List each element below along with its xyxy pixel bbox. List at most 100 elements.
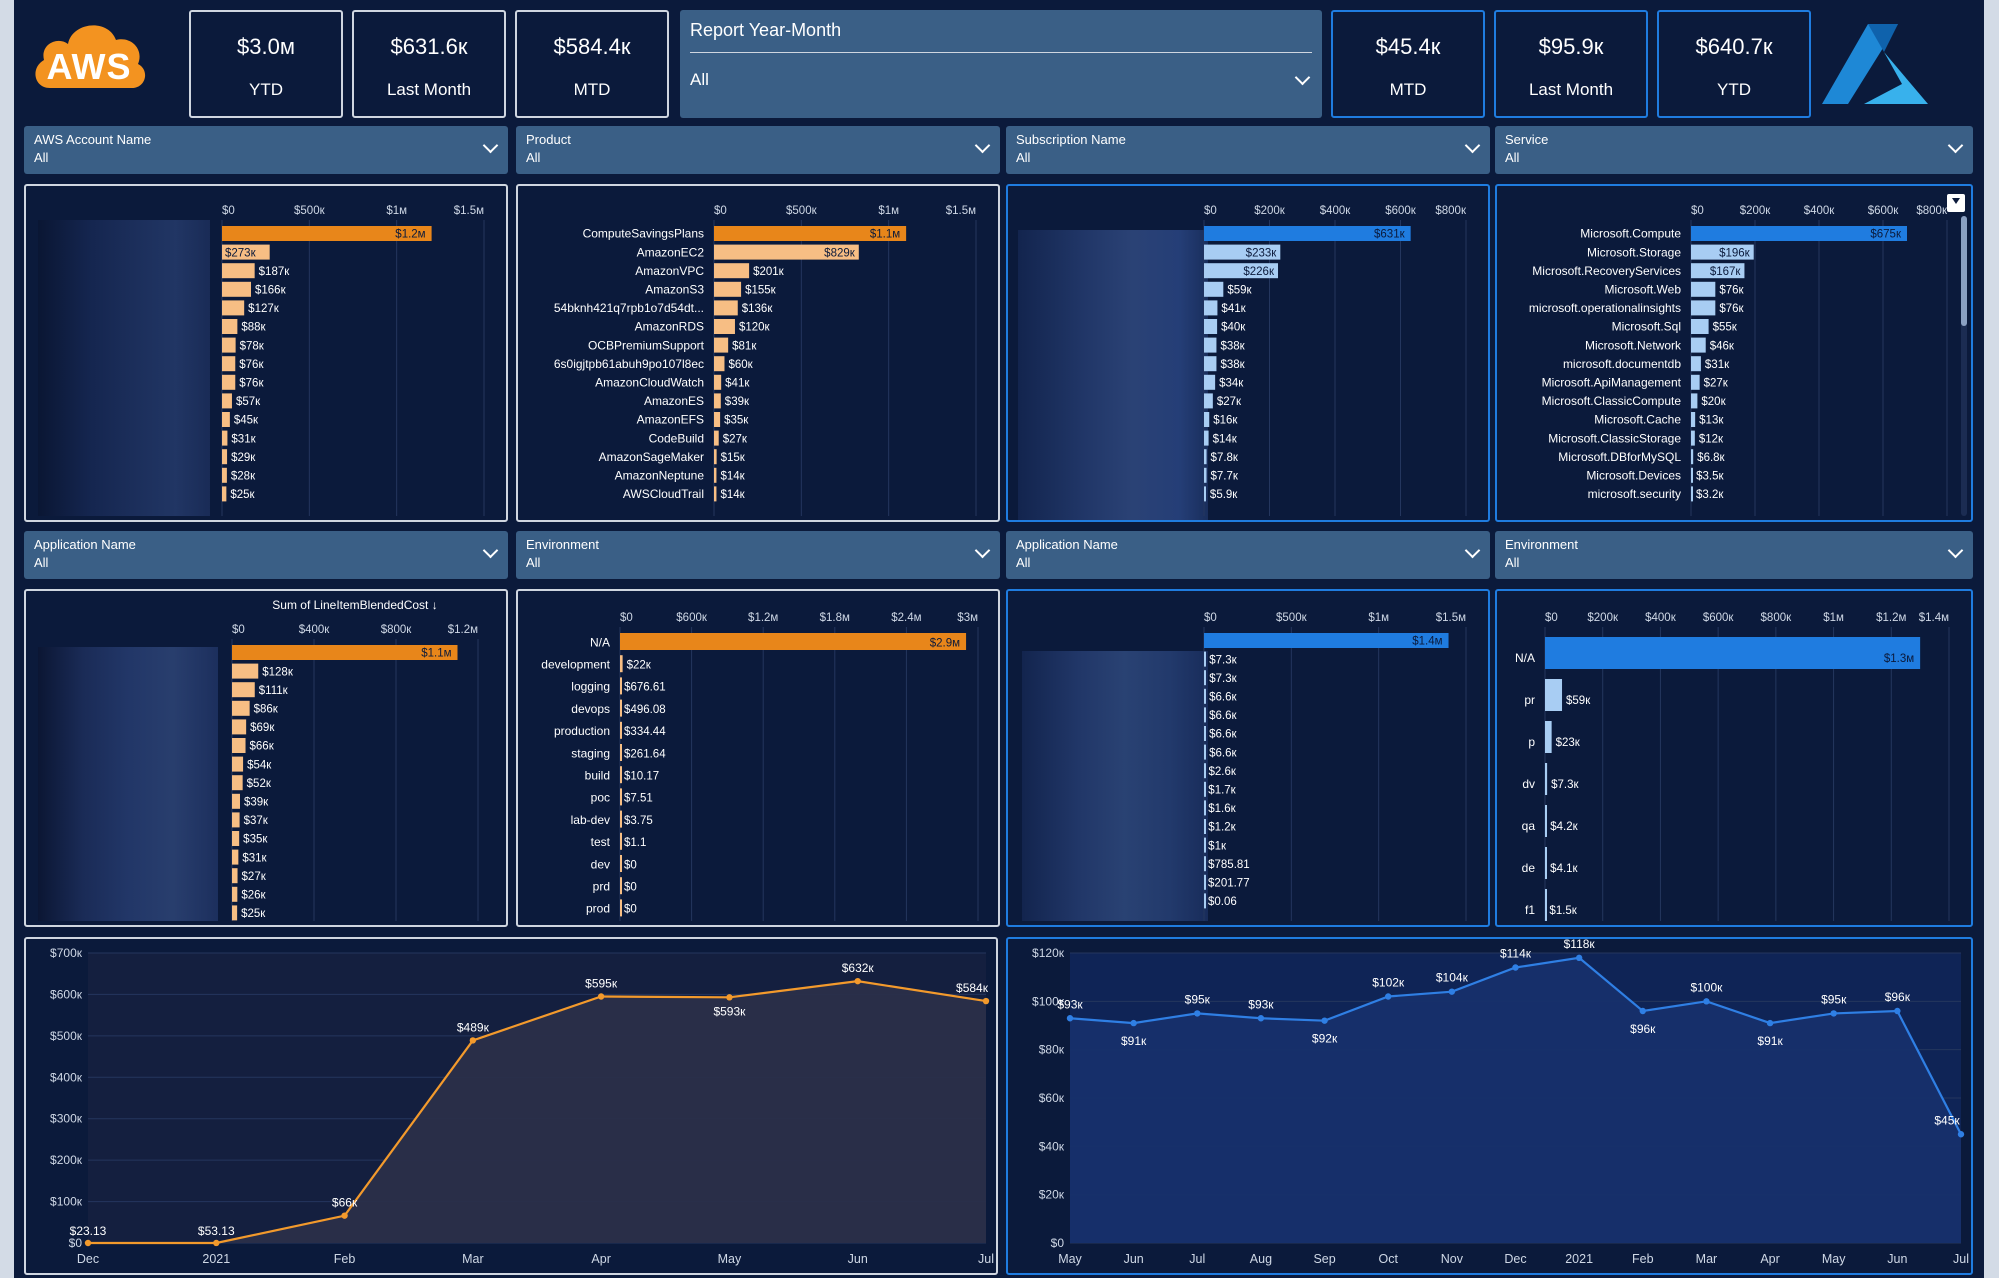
panel-menu-icon[interactable]	[1947, 194, 1965, 212]
category-label: dv	[1522, 777, 1535, 791]
data-label: $76к	[239, 378, 264, 390]
data-label: $26к	[241, 890, 266, 902]
category-label: microsoft.operationalinsights	[1529, 301, 1681, 315]
data-label: $55к	[1713, 322, 1738, 334]
data-label: $4.2к	[1550, 821, 1578, 833]
kpi-value: $631.6к	[390, 34, 468, 59]
bar	[714, 356, 725, 372]
data-label: $136к	[742, 303, 774, 315]
bar	[232, 682, 255, 698]
data-label: $76к	[1719, 285, 1744, 297]
data-label: $2.9м	[930, 637, 960, 649]
data-label: $10.17	[624, 770, 659, 782]
azure-application-name-slicer[interactable]: Application Name All	[1006, 531, 1490, 579]
chevron-down-icon[interactable]	[482, 137, 499, 154]
y-tick-label: $80к	[1039, 1043, 1065, 1057]
x-tick-label: Feb	[1632, 1252, 1654, 1266]
aws-environment-slicer[interactable]: Environment All	[516, 531, 1000, 579]
bar	[620, 677, 622, 695]
series-line	[87, 980, 987, 1245]
category-label: production	[554, 724, 610, 738]
data-label: $1.1м	[870, 229, 900, 241]
category-label: AmazonS3	[645, 283, 704, 297]
chevron-down-icon[interactable]	[974, 542, 991, 559]
data-label: $155к	[745, 285, 777, 297]
data-label: $45к	[234, 415, 259, 427]
slicer-value: All	[1505, 555, 1520, 570]
chevron-down-icon[interactable]	[1294, 69, 1311, 86]
data-label: $35к	[243, 834, 268, 846]
data-label: $233к	[1246, 247, 1278, 259]
data-label: $15к	[721, 452, 746, 464]
x-tick-label: Aug	[1250, 1252, 1272, 1266]
bar	[222, 393, 232, 409]
bar	[1545, 679, 1563, 711]
category-label: dev	[591, 857, 610, 871]
data-point	[84, 1239, 92, 1247]
chevron-down-icon[interactable]	[1464, 542, 1481, 559]
data-label: $66к	[332, 1196, 358, 1210]
x-tick-label: Dec	[77, 1252, 99, 1266]
bar	[1204, 412, 1210, 427]
category-label: N/A	[1515, 651, 1535, 665]
bar	[1691, 486, 1693, 502]
category-label: logging	[571, 680, 610, 694]
data-label: $14к	[720, 471, 745, 483]
slicer-title: AWS Account Name	[34, 132, 152, 147]
data-label: $88к	[241, 322, 266, 334]
data-point	[1321, 1017, 1328, 1024]
vertical-scrollbar[interactable]	[1961, 216, 1967, 516]
data-label: $78к	[240, 340, 265, 352]
product-slicer[interactable]: Product All	[516, 126, 1000, 174]
slicer-title: Environment	[526, 537, 599, 552]
bar	[1204, 688, 1206, 704]
x-tick-label: $1м	[1368, 612, 1389, 624]
azure-environment-slicer[interactable]: Environment All	[1495, 531, 1973, 579]
aws-product-cost-chart: $0 $500к $1м $1.5м ComputeSavingsPlans $1.1м A…	[554, 205, 977, 516]
aws-product-cost-panel: $0 $500к $1м $1.5м ComputeSavingsPlans $1.1м A…	[516, 184, 1000, 522]
bar	[1204, 726, 1206, 741]
aws-cloud-icon	[35, 25, 146, 88]
chevron-down-icon[interactable]	[974, 137, 991, 154]
bar	[222, 412, 230, 427]
data-label: $1.4м	[1412, 636, 1442, 648]
category-label: AmazonSageMaker	[599, 450, 704, 464]
data-label: $114к	[1500, 947, 1532, 961]
bar	[714, 263, 750, 279]
aws-application-name-slicer[interactable]: Application Name All	[24, 531, 508, 579]
chevron-down-icon[interactable]	[1947, 137, 1964, 154]
bar	[620, 877, 622, 895]
bar	[222, 263, 255, 279]
data-point	[1703, 998, 1710, 1005]
data-label: $13к	[1699, 415, 1724, 427]
service-slicer[interactable]: Service All	[1495, 126, 1973, 174]
bar	[232, 849, 239, 865]
bar	[620, 699, 622, 717]
bar	[1204, 430, 1209, 446]
chevron-down-icon[interactable]	[1947, 542, 1964, 559]
data-point	[469, 1037, 477, 1044]
chevron-down-icon[interactable]	[1464, 137, 1481, 154]
slicer-divider	[690, 52, 1312, 53]
bar	[1204, 893, 1206, 909]
data-label: $7.3к	[1209, 673, 1237, 685]
x-tick-label: $2.4м	[891, 612, 921, 624]
category-label: de	[1522, 861, 1536, 875]
chevron-down-icon[interactable]	[482, 542, 499, 559]
category-label: prod	[586, 902, 610, 916]
data-label: $0	[624, 859, 637, 871]
aws-account-name-slicer[interactable]: AWS Account Name All	[24, 126, 508, 174]
x-tick-label: $0	[620, 612, 633, 624]
data-label: $93к	[1248, 997, 1274, 1011]
data-label: $31к	[242, 852, 267, 864]
category-label: Microsoft.Network	[1585, 338, 1682, 352]
bar	[714, 337, 729, 353]
chart-title: Sum of LineItemBlendedCost ↓	[272, 598, 437, 612]
bar	[1204, 837, 1206, 853]
y-tick-label: $400к	[50, 1070, 83, 1084]
slicer-value: All	[690, 70, 709, 89]
subscription-name-slicer[interactable]: Subscription Name All	[1006, 126, 1490, 174]
data-label: $273к	[225, 247, 257, 259]
report-year-month-slicer[interactable]: Report Year-Month All	[680, 10, 1322, 118]
bar	[1545, 721, 1552, 753]
